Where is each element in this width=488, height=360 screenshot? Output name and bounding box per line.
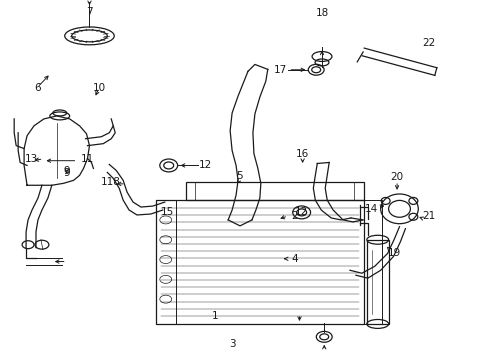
Text: 10: 10 [92, 82, 105, 93]
Text: 7: 7 [86, 7, 93, 17]
Text: 20: 20 [390, 172, 403, 182]
Text: 2: 2 [290, 211, 297, 221]
Text: 3: 3 [229, 339, 236, 349]
Bar [185, 182, 363, 200]
Text: 18: 18 [315, 8, 328, 18]
Text: 118: 118 [100, 177, 120, 187]
Text: 16: 16 [295, 149, 308, 158]
Text: 13: 13 [25, 154, 38, 164]
Bar [363, 200, 381, 324]
Text: 11: 11 [81, 154, 94, 164]
Text: 6: 6 [34, 82, 41, 93]
Text: 15: 15 [160, 207, 173, 217]
Text: 21: 21 [421, 211, 434, 221]
Text: 9: 9 [63, 168, 70, 178]
Text: 4: 4 [290, 254, 297, 264]
Bar [156, 200, 175, 324]
Text: 12: 12 [294, 207, 307, 217]
Text: 17: 17 [274, 65, 287, 75]
Text: 1: 1 [212, 311, 218, 321]
Text: 22: 22 [421, 38, 434, 48]
Text: 9: 9 [63, 166, 70, 176]
Text: 14: 14 [365, 204, 378, 214]
Text: 19: 19 [387, 248, 401, 258]
Text: 12: 12 [199, 160, 212, 170]
Bar [156, 200, 363, 324]
Text: 5: 5 [236, 171, 243, 181]
Bar [366, 240, 388, 324]
